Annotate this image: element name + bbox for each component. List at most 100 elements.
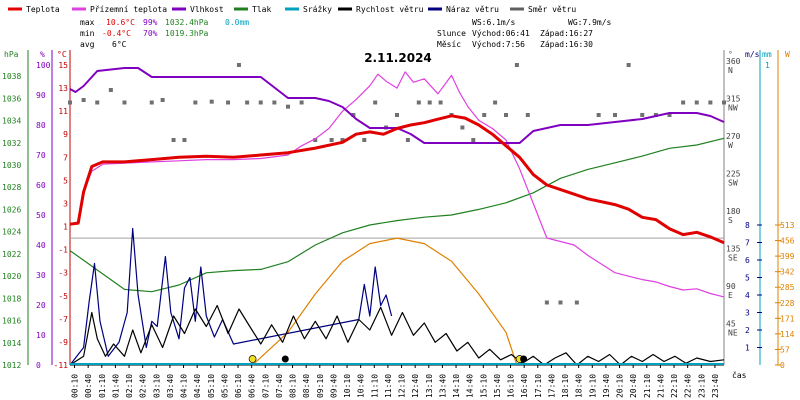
- tick-w: 513: [780, 221, 795, 230]
- legend: Teplota Přízemní teplota Vlhkost Tlak Srážky…: [8, 5, 576, 14]
- wind-direction-point: [544, 300, 549, 305]
- tick-w: 285: [780, 283, 795, 292]
- plot-area: [68, 63, 726, 366]
- tick-pct: 70: [36, 151, 46, 160]
- tick-x: 16:40: [520, 374, 529, 398]
- legend-label: Srážky: [303, 5, 332, 14]
- tick-c: -5: [58, 292, 68, 301]
- tick-w: 57: [780, 345, 790, 354]
- tick-dir-deg: 315: [726, 95, 741, 104]
- tick-x: 15:40: [493, 374, 502, 398]
- wind-direction-point: [362, 138, 367, 142]
- sun-set: Západ:16:27: [540, 29, 593, 38]
- wind-direction-point: [193, 100, 198, 105]
- tick-ms: 7: [745, 239, 750, 248]
- moon-label: Měsíc: [437, 40, 461, 49]
- tick-ms: 4: [745, 291, 750, 300]
- tick-x: 09:10: [316, 374, 325, 398]
- tick-pct: 0: [36, 361, 41, 370]
- sun-label: Slunce: [437, 29, 466, 38]
- tick-hpa: 1038: [2, 72, 21, 81]
- series-solar-radiation: [252, 237, 518, 366]
- tick-w: 342: [780, 268, 795, 277]
- wind-direction-point: [226, 100, 231, 105]
- tick-ms: 1: [745, 344, 750, 353]
- legend-label: Vlhkost: [190, 5, 224, 14]
- wind-direction-point: [525, 113, 530, 117]
- series-temperature: [69, 114, 725, 245]
- tick-w: 456: [780, 237, 795, 246]
- min-hum: 70%: [143, 29, 158, 38]
- tick-x: 04:10: [180, 374, 189, 398]
- tick-x: 02:40: [139, 374, 148, 398]
- tick-pct: 90: [36, 91, 46, 100]
- tick-x: 12:40: [411, 374, 420, 398]
- tick-dir-deg: 90: [726, 282, 736, 291]
- tick-x: 06:10: [234, 374, 243, 398]
- wind-direction-point: [351, 113, 356, 117]
- tick-x: 23:10: [697, 374, 706, 398]
- legend-label: Směr větru: [528, 5, 576, 14]
- tick-dir-name: NE: [728, 329, 738, 338]
- tick-hpa: 1016: [2, 317, 21, 326]
- wind-direction-point: [68, 100, 72, 105]
- tick-dir-deg: 180: [726, 207, 741, 216]
- moonset-marker: [520, 355, 528, 363]
- tick-dir-deg: 270: [726, 132, 741, 141]
- wind-direction-point: [558, 300, 563, 305]
- ws-value: WS:6.1m/s: [472, 18, 516, 27]
- tick-pct: 40: [36, 241, 46, 250]
- max-hum: 99%: [143, 18, 158, 27]
- tick-x: 18:10: [561, 374, 570, 398]
- max-press: 1032.4hPa: [165, 18, 209, 27]
- tick-dir-deg: 225: [726, 170, 741, 179]
- tick-x: 12:10: [398, 374, 407, 398]
- x-axis: 00:10 00:40 01:10 01:40 02:10 02:40 03:10 03:40…: [71, 365, 747, 398]
- tick-x: 08:40: [302, 374, 311, 398]
- tick-x: 00:10: [71, 374, 80, 398]
- wind-direction-point: [405, 138, 410, 142]
- wind-direction-point: [81, 98, 86, 102]
- unit-mm: mm: [762, 50, 772, 59]
- wind-direction-point: [574, 300, 579, 305]
- tick-pct: 60: [36, 181, 46, 190]
- tick-x: 15:10: [479, 374, 488, 398]
- series-wind-speed: [69, 304, 725, 366]
- tick-x: 11:40: [384, 374, 393, 398]
- tick-x: 07:40: [275, 374, 284, 398]
- tick-hpa: 1034: [2, 117, 21, 126]
- wind-direction-point: [438, 100, 443, 105]
- tick-mm: 1: [765, 61, 770, 70]
- wind-direction-point: [160, 98, 165, 102]
- tick-dir-name: S: [728, 216, 733, 225]
- wind-direction-point: [329, 138, 334, 142]
- tick-x: 10:10: [343, 374, 352, 398]
- tick-x: 00:40: [84, 374, 93, 398]
- tick-c: -1: [58, 246, 68, 255]
- tick-hpa: 1030: [2, 161, 21, 170]
- wind-direction-point: [122, 100, 127, 105]
- tick-dir-name: NW: [728, 104, 738, 113]
- wind-direction-point: [482, 113, 487, 117]
- wind-direction-point: [460, 125, 465, 130]
- min-temp: -0.4°C: [102, 29, 131, 38]
- tick-dir-name: SW: [728, 179, 738, 188]
- avg-label: avg: [80, 40, 95, 49]
- wind-direction-point: [504, 113, 508, 117]
- tick-x: 14:10: [452, 374, 461, 398]
- tick-x: 11:10: [370, 374, 379, 398]
- tick-c: -3: [58, 269, 68, 278]
- tick-x: 21:40: [656, 374, 665, 398]
- unit-deg: °: [728, 50, 733, 59]
- tick-x: 22:40: [684, 374, 693, 398]
- tick-hpa: 1022: [2, 250, 21, 259]
- wind-direction-point: [182, 138, 187, 142]
- tick-hpa: 1012: [2, 361, 21, 370]
- tick-pct: 100: [36, 61, 51, 70]
- max-rain: 0.0mm: [225, 18, 249, 27]
- tick-pct: 50: [36, 211, 46, 220]
- tick-x: 22:10: [670, 374, 679, 398]
- tick-c: -7: [58, 315, 68, 324]
- wg-value: WG:7.9m/s: [568, 18, 612, 27]
